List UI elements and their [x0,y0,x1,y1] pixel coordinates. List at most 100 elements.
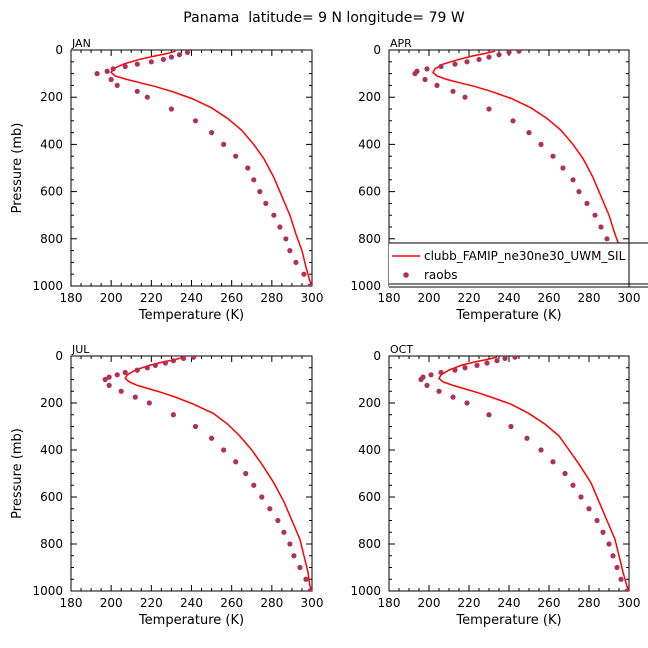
raobs-point [281,529,287,535]
raobs-point [502,356,508,361]
panel-jan: JAN 180 200 220 240 260 280 300 0 200 400 600 800 100… [10,37,323,323]
raobs-point [584,200,590,206]
x-tick-label: 180 [60,291,83,305]
x-axis-label: Temperature (K) [455,308,561,323]
raobs-point [600,529,606,535]
x-tick-label: 200 [418,291,441,305]
x-tick-label: 200 [100,596,123,610]
x-tick-label: 280 [578,291,601,305]
raobs-point [494,358,500,364]
y-tick-label: 0 [55,349,63,363]
raobs-point [418,376,424,383]
x-tick-label: 260 [538,291,561,305]
y-tick-label: 800 [358,537,381,551]
raobs-point [526,130,532,136]
x-tick-label: 180 [60,596,83,610]
raobs-point [486,54,492,60]
raobs-point [287,248,293,254]
raobs-point [192,423,199,430]
raobs-point [562,470,568,477]
x-axis-label: Temperature (K) [138,308,244,323]
raobs-point [578,494,584,500]
raobs-point [424,66,430,72]
y-axis-label: Pressure (mb) [10,428,25,519]
x-tick-label: 300 [301,596,324,610]
panel-label: APR [390,37,412,50]
raobs-point [464,59,470,65]
raobs-point [287,541,293,547]
x-tick-label: 260 [220,596,243,610]
x-tick-label: 240 [498,596,521,610]
raobs-point [452,61,458,67]
x-tick-label: 220 [458,291,481,305]
raobs-point [94,71,100,77]
panel-label: JUL [71,343,90,356]
x-tick-label: 280 [260,596,283,610]
x-tick-label: 300 [301,291,324,305]
legend-label-clubb: clubb_FAMIP_ne30ne30_UWM_SIL [424,249,626,263]
raobs-point [233,153,239,159]
raobs-point [624,588,629,591]
legend-swatch-dot [403,272,409,278]
y-axis-label: Pressure (mb) [10,123,25,214]
plot-area [412,50,629,286]
raobs-point [508,423,514,430]
raobs-point [594,517,600,524]
y-tick-label: 600 [40,185,63,199]
raobs-point [122,369,128,376]
raobs-point [277,224,283,230]
y-tick-label: 200 [40,90,63,104]
raobs-point [524,435,530,441]
raobs-point [462,94,468,100]
raobs-point [257,189,263,195]
x-tick-label: 240 [180,596,203,610]
y-tick-label: 400 [40,443,63,457]
raobs-point [162,360,168,366]
raobs-point [592,212,598,218]
raobs-point [104,68,110,74]
panel-label: JAN [71,37,91,50]
raobs-point [450,88,456,94]
raobs-point [476,56,482,63]
raobs-point [184,50,191,55]
raobs-point [570,177,576,183]
x-tick-label: 180 [378,596,401,610]
raobs-point [134,88,140,94]
raobs-point [233,459,239,465]
y-tick-label: 400 [358,443,381,457]
raobs-point [271,212,277,218]
x-tick-label: 220 [140,596,163,610]
x-tick-label: 200 [100,291,123,305]
x-tick-label: 300 [618,291,641,305]
x-tick-label: 280 [578,596,601,610]
panel-oct: OCT 180 200 220 240 260 280 300 0 200 400 600 800 100… [350,343,640,628]
raobs-point [144,365,150,371]
raobs-point [180,356,187,361]
x-tick-label: 220 [458,596,481,610]
raobs-point [102,376,108,383]
plot-area [102,356,312,591]
x-tick-label: 220 [140,291,163,305]
raobs-point [293,259,299,265]
raobs-point [251,482,257,488]
raobs-point [110,66,116,72]
raobs-point [570,482,576,488]
raobs-point [303,576,309,582]
x-tick-label: 240 [180,291,203,305]
y-tick-label: 600 [358,185,381,199]
y-tick-label: 800 [40,537,63,551]
y-tick-label: 800 [40,232,63,246]
raobs-point [190,356,197,360]
plot-frame [388,355,630,592]
raobs-point [496,52,502,58]
raobs-point [208,435,215,441]
raobs-point [106,374,112,380]
raobs-point [412,71,418,77]
raobs-point [610,553,616,559]
raobs-point [275,517,281,524]
raobs-point [510,118,516,124]
raobs-point [297,564,303,571]
y-tick-label: 0 [55,43,63,57]
